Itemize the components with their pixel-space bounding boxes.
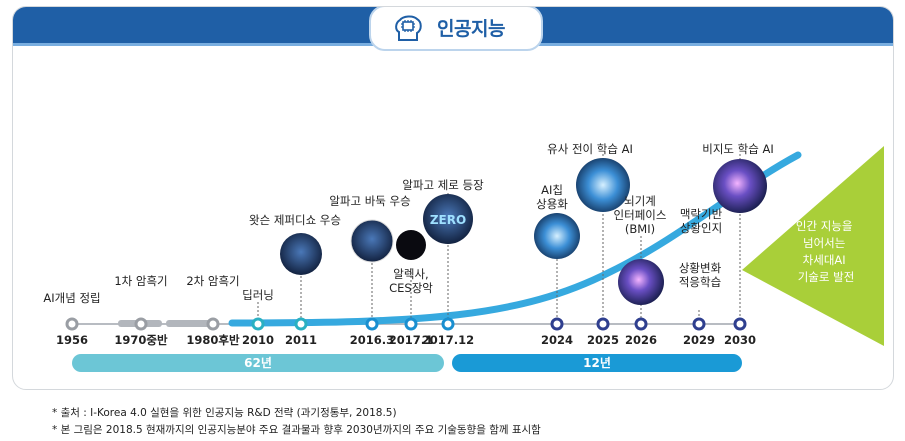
span-bar-62	[72, 354, 444, 372]
span-label-62: 62년	[244, 356, 272, 370]
event-adaptive: 상황변화 적응학습	[679, 261, 722, 289]
timeline-node-2010	[251, 317, 265, 331]
timeline-node-1980후반	[206, 317, 220, 331]
event-alphago: 알파고 바둑 우승	[329, 194, 410, 208]
timeline-node-1970중반	[134, 317, 148, 331]
bmi-image	[618, 259, 664, 305]
event-ai-chip: AI칩 상용화	[536, 183, 568, 211]
timeline-node-2017.12	[441, 317, 455, 331]
figure-note: * 본 그림은 2018.5 현재까지의 인공지능분야 주요 결과물과 향후 2…	[52, 424, 541, 436]
arrow-text-lines: 인간 지능을 넘어서는 차세대AI 기술로 발전	[796, 219, 856, 284]
year-label: 2030	[724, 333, 756, 347]
year-label: 1956	[56, 333, 88, 347]
source-note: * 출처 : I-Korea 4.0 실현을 위한 인공지능 R&D 전략 (과…	[52, 407, 397, 419]
event-winter-2: 2차 암흑기	[186, 274, 239, 288]
timeline-node-1956	[65, 317, 79, 331]
event-watson: 왓슨 제퍼디쇼 우승	[249, 213, 341, 227]
year-label: 1970중반	[114, 333, 168, 347]
year-label: 2025	[587, 333, 619, 347]
year-label: 2026	[625, 333, 657, 347]
title-tab: 인공지능	[369, 7, 543, 51]
year-label: 2010	[242, 333, 274, 347]
phase-robot-assistant: 복합지능형 로봇/비서 확산	[725, 59, 855, 94]
timeline-node-2025	[596, 317, 610, 331]
event-deep-learning: 딥러닝	[242, 288, 274, 302]
winter-bar-2	[166, 320, 216, 327]
alphago-zero-image	[423, 194, 473, 244]
year-label: 2024	[541, 333, 573, 347]
alexa-image	[396, 230, 426, 260]
event-alexa: 알렉사, CES장악	[389, 267, 433, 295]
event-unsupervised: 비지도 학습 AI	[702, 142, 773, 156]
growth-curve	[228, 151, 802, 327]
brain-chip-icon	[395, 15, 422, 41]
timeline-node-2011	[294, 317, 308, 331]
event-alphago-zero: 알파고 제로 등장	[402, 178, 484, 192]
year-label: 2011	[285, 333, 317, 347]
event-winter-1: 1차 암흑기	[114, 274, 167, 288]
timeline-node-2029	[692, 317, 706, 331]
event-transfer: 유사 전이 학습 AI	[547, 142, 633, 156]
timeline-node-2024	[550, 317, 564, 331]
span-label-12: 12년	[583, 356, 611, 370]
year-label: 2016.3	[350, 333, 394, 347]
page-title: 인공지능	[437, 18, 505, 40]
phase-visual-reasoning: 추론형 시각지능 연구 진행	[517, 59, 615, 94]
unsupervised-image	[713, 159, 767, 213]
year-label: 2017.12	[422, 333, 474, 347]
event-ai-concept: AI개념 정립	[43, 291, 100, 305]
phase-language-audio: 언어/청각지능 활용 확산	[306, 59, 392, 94]
growth-arrow	[742, 146, 884, 346]
year-label: 1980후반	[186, 333, 240, 347]
span-bar-12	[452, 354, 742, 372]
timeline-nodes	[65, 317, 747, 331]
event-context: 맥락기반 상황인지	[680, 207, 723, 235]
timeline-node-2016.3	[365, 317, 379, 331]
timeline-node-2017.1	[404, 317, 418, 331]
watson-image	[280, 233, 322, 275]
alphago-image	[350, 219, 394, 263]
timeline-node-2030	[733, 317, 747, 331]
timeline-node-2026	[634, 317, 648, 331]
phase-deep-learning: 딥러닝 기술 한계 극복	[79, 59, 183, 94]
transfer-learning-image	[576, 158, 630, 212]
zero-logo: ZERO	[430, 213, 466, 227]
year-labels: 1956 1970중반 1980후반 2010 2011 2016.32017.12017…	[56, 333, 756, 347]
year-label: 2029	[683, 333, 715, 347]
year-label: 2017.1	[389, 333, 433, 347]
event-bmi: 뇌기계 인터페이스 (BMI)	[614, 194, 667, 236]
ai-chip-image	[534, 213, 580, 259]
